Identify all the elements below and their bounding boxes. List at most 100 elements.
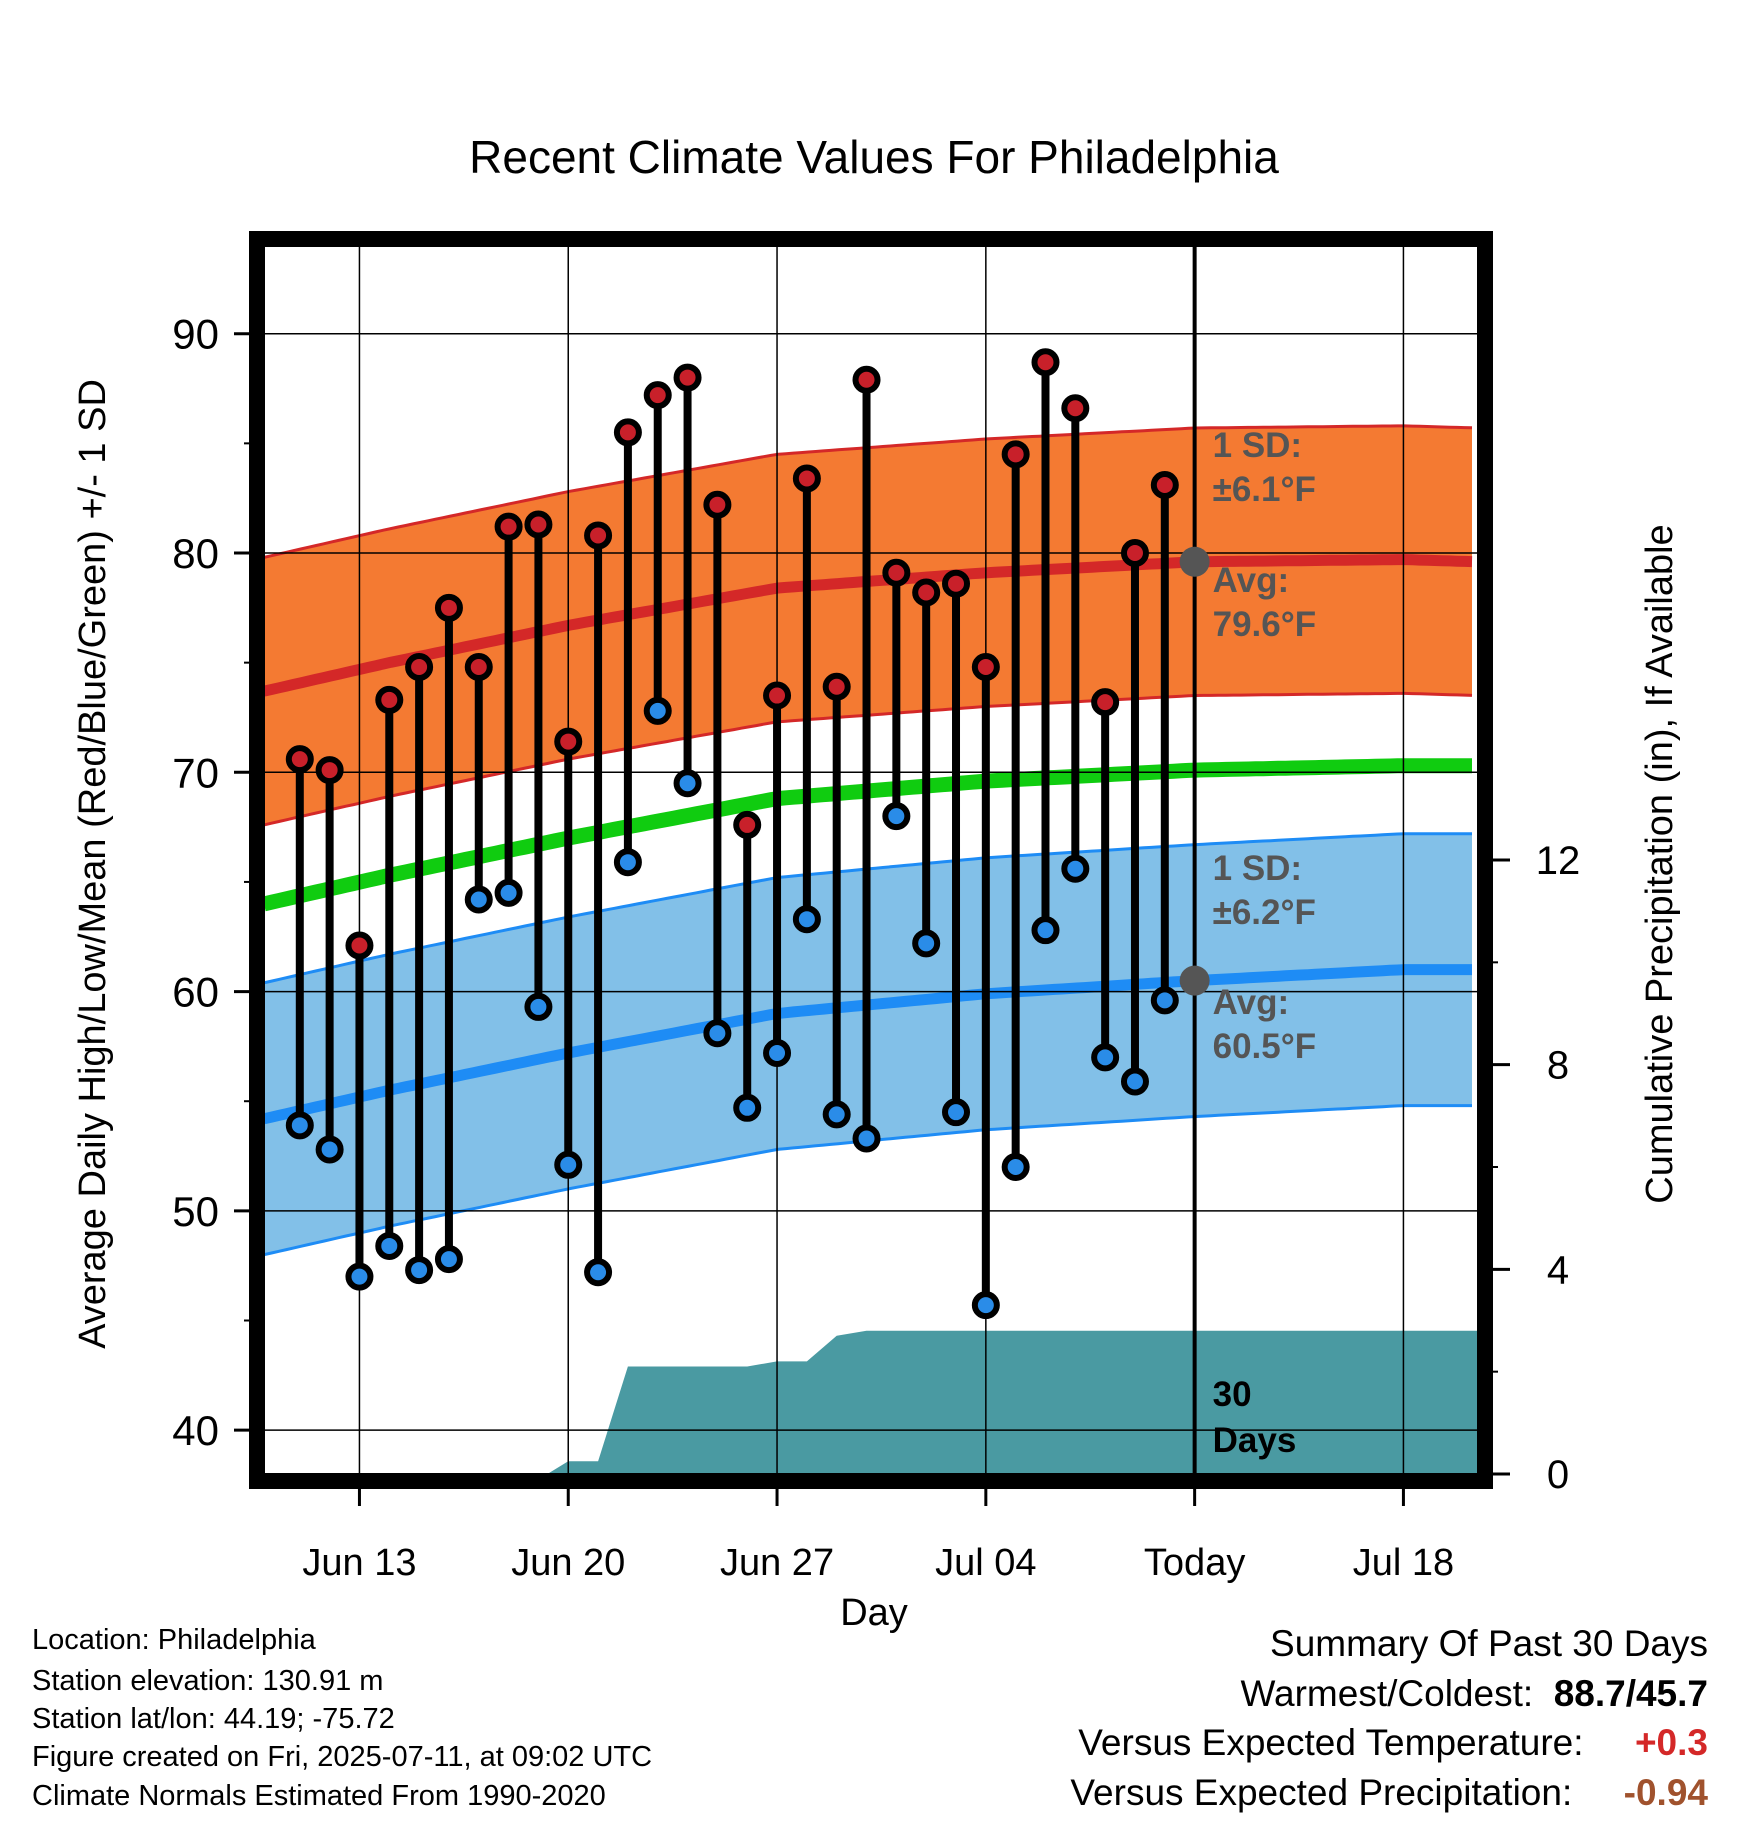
daily-low-point xyxy=(733,1093,762,1122)
summary-warm-cold: Warmest/Coldest: 88.7/45.7 xyxy=(1240,1673,1708,1715)
daily-high-point xyxy=(613,418,642,447)
precip-anomaly-value: -0.94 xyxy=(1623,1772,1708,1813)
daily-high-point xyxy=(405,653,434,682)
daily-low-point xyxy=(434,1245,463,1274)
daily-high-point xyxy=(703,490,732,519)
summary-title: Summary Of Past 30 Days xyxy=(1270,1623,1708,1664)
daily-high-point xyxy=(1031,348,1060,377)
coldest-value: 45.7 xyxy=(1635,1673,1708,1714)
y-tick-label: 80 xyxy=(172,530,219,577)
precip-label: Versus Expected Precipitation: xyxy=(1070,1772,1573,1813)
daily-high-point xyxy=(434,593,463,622)
days-window-word: Days xyxy=(1213,1421,1297,1460)
y2-tick-label: 12 xyxy=(1536,839,1581,883)
low-avg-label: Avg: xyxy=(1213,983,1289,1022)
daily-high-point xyxy=(882,558,911,587)
high-avg-value: 79.6°F xyxy=(1213,605,1317,644)
daily-low-point xyxy=(912,929,941,958)
daily-high-point xyxy=(942,569,971,598)
temp-label: Versus Expected Temperature: xyxy=(1078,1722,1584,1763)
daily-high-point xyxy=(733,810,762,839)
y2-axis-label: Cumulative Precipitation (in), If Availa… xyxy=(1639,524,1681,1203)
daily-high-point xyxy=(673,363,702,392)
daily-high-point xyxy=(285,745,314,774)
info-elevation: Station elevation: 130.91 m xyxy=(32,1665,384,1697)
x-tick-label: Jul 18 xyxy=(1353,1542,1454,1584)
x-axis-label: Day xyxy=(840,1592,908,1634)
daily-high-point xyxy=(1001,440,1030,469)
y-tick-label: 90 xyxy=(172,311,219,358)
y-axis-label: Average Daily High/Low/Mean (Red/Blue/Gr… xyxy=(72,379,114,1349)
daily-high-point xyxy=(315,756,344,785)
info-latlon: Station lat/lon: 44.19; -75.72 xyxy=(32,1703,395,1735)
x-tick-label: Today xyxy=(1144,1542,1245,1584)
daily-low-point xyxy=(375,1231,404,1260)
days-window-number: 30 xyxy=(1213,1375,1252,1414)
daily-high-point xyxy=(464,653,493,682)
daily-low-point xyxy=(792,905,821,934)
y-tick-label: 60 xyxy=(172,969,219,1016)
daily-low-point xyxy=(345,1262,374,1291)
daily-low-point xyxy=(971,1291,1000,1320)
x-tick-label: Jun 27 xyxy=(720,1542,834,1584)
daily-high-point xyxy=(822,672,851,701)
daily-high-point xyxy=(1091,688,1120,717)
x-tick-label: Jun 13 xyxy=(302,1542,416,1584)
precip-area xyxy=(264,1330,1478,1474)
daily-low-point xyxy=(1031,916,1060,945)
summary-precipitation: Versus Expected Precipitation: -0.94 xyxy=(1070,1772,1708,1814)
daily-low-point xyxy=(613,848,642,877)
today-normal-high-marker xyxy=(1179,546,1210,577)
daily-high-point xyxy=(971,653,1000,682)
daily-high-point xyxy=(852,365,881,394)
daily-high-point xyxy=(554,727,583,756)
daily-high-point xyxy=(375,685,404,714)
today-normal-low-marker xyxy=(1179,965,1210,996)
low-avg-value: 60.5°F xyxy=(1213,1027,1317,1066)
daily-low-point xyxy=(643,696,672,725)
daily-low-point xyxy=(703,1019,732,1048)
daily-high-point xyxy=(345,931,374,960)
daily-low-point xyxy=(1120,1067,1149,1096)
y2-tick-label: 4 xyxy=(1547,1248,1569,1292)
y-tick-label: 50 xyxy=(172,1188,219,1235)
plot-area: 1 SD: ±6.1°F Avg: 79.6°F 1 SD: ±6.2°F Avg: 60.5… xyxy=(172,231,1581,1584)
daily-high-point xyxy=(792,464,821,493)
daily-high-point xyxy=(524,510,553,539)
daily-low-point xyxy=(822,1100,851,1129)
info-normals: Climate Normals Estimated From 1990-2020 xyxy=(32,1780,606,1812)
low-sd-value: ±6.2°F xyxy=(1213,893,1316,932)
daily-low-point xyxy=(1150,986,1179,1015)
warm-cold-label: Warmest/Coldest: xyxy=(1240,1673,1534,1714)
warm-cold-separator: / xyxy=(1625,1673,1636,1714)
daily-low-point xyxy=(554,1150,583,1179)
daily-high-point xyxy=(494,512,523,541)
daily-low-point xyxy=(1001,1153,1030,1181)
y2-tick-label: 8 xyxy=(1547,1044,1569,1088)
daily-low-point xyxy=(494,878,523,907)
daily-low-point xyxy=(1091,1043,1120,1072)
x-tick-label: Jun 20 xyxy=(511,1542,625,1584)
daily-low-point xyxy=(405,1256,434,1285)
daily-low-point xyxy=(673,769,702,798)
daily-high-point xyxy=(912,578,941,607)
info-location: Location: Philadelphia xyxy=(32,1624,316,1656)
daily-low-point xyxy=(464,885,493,914)
daily-high-point xyxy=(1061,394,1090,423)
info-created: Figure created on Fri, 2025-07-11, at 09… xyxy=(32,1741,653,1773)
daily-low-point xyxy=(285,1111,314,1140)
daily-low-point xyxy=(763,1038,792,1067)
daily-low-point xyxy=(315,1135,344,1164)
chart-title: Recent Climate Values For Philadelphia xyxy=(469,131,1279,183)
daily-low-point xyxy=(852,1124,881,1153)
daily-high-point xyxy=(1120,539,1149,567)
temp-anomaly-value: +0.3 xyxy=(1634,1722,1708,1763)
plot-frame xyxy=(249,231,1493,1489)
daily-high-point xyxy=(584,521,613,550)
high-avg-label: Avg: xyxy=(1213,561,1289,600)
high-sd-value: ±6.1°F xyxy=(1213,470,1316,509)
summary-temperature: Versus Expected Temperature: +0.3 xyxy=(1078,1722,1708,1764)
x-tick-label: Jul 04 xyxy=(935,1542,1036,1584)
y2-tick-label: 0 xyxy=(1547,1453,1569,1497)
